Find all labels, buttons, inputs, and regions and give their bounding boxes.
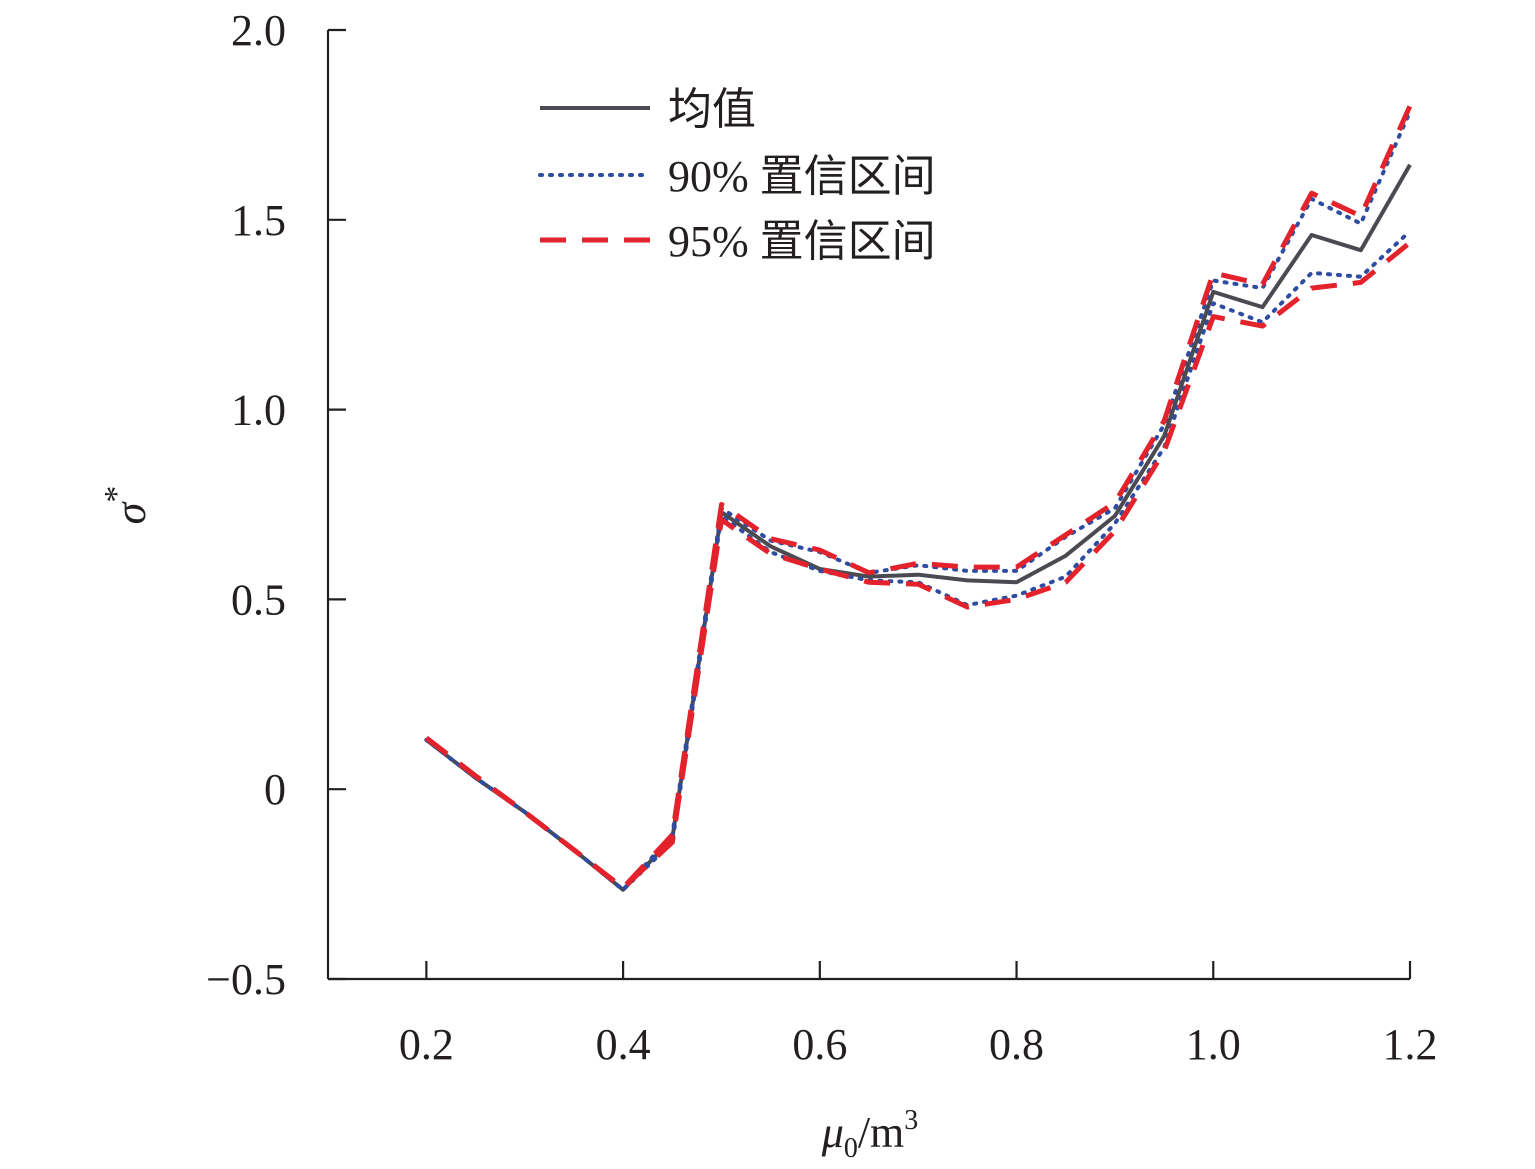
svg-text:σ*: σ* bbox=[98, 486, 155, 525]
y-tick-label: −0.5 bbox=[206, 955, 286, 1004]
x-axis-title: μ0/m3 bbox=[821, 1105, 919, 1164]
x-tick-label: 0.4 bbox=[596, 1020, 651, 1069]
y-axis-ticks: −0.5 0 0.5 1.0 1.5 2.0 bbox=[206, 6, 346, 1004]
y-tick-label: 1.0 bbox=[231, 386, 286, 435]
series-line-ci95-upper bbox=[424, 104, 1413, 891]
y-tick-label: 0.5 bbox=[231, 575, 286, 624]
x-axis-symbol: μ bbox=[821, 1108, 844, 1157]
x-axis-unit: /m bbox=[858, 1108, 904, 1157]
series-line-mean bbox=[425, 163, 1412, 892]
y-tick-label: 2.0 bbox=[231, 6, 286, 55]
legend-label-mean: 均值 bbox=[668, 85, 756, 134]
x-axis-sub: 0 bbox=[844, 1133, 858, 1164]
y-tick-label: 1.5 bbox=[231, 196, 286, 245]
x-axis-ticks: 0.2 0.4 0.6 0.8 1.0 1.2 bbox=[399, 961, 1438, 1069]
y-tick-label: 0 bbox=[264, 765, 286, 814]
x-tick-label: 1.2 bbox=[1383, 1020, 1438, 1069]
y-axis-symbol: σ bbox=[106, 500, 155, 524]
x-tick-label: 0.6 bbox=[792, 1020, 847, 1069]
series-line-ci90-upper bbox=[424, 109, 1412, 892]
x-tick-label: 0.8 bbox=[989, 1020, 1044, 1069]
y-axis-sup: * bbox=[98, 486, 135, 503]
x-axis-sup: 3 bbox=[904, 1105, 918, 1136]
x-tick-label: 1.0 bbox=[1186, 1020, 1241, 1069]
series-line-ci95-lower bbox=[424, 240, 1412, 891]
legend: 均值 90% 置信区间 95% 置信区间 bbox=[538, 85, 936, 266]
y-axis-title: σ* bbox=[98, 486, 155, 525]
legend-label-ci95: 95% 置信区间 bbox=[668, 217, 936, 266]
x-tick-label: 0.2 bbox=[399, 1020, 454, 1069]
series-line-ci90-lower bbox=[424, 229, 1412, 892]
legend-label-ci90: 90% 置信区间 bbox=[668, 152, 936, 201]
series-layer bbox=[424, 104, 1413, 892]
